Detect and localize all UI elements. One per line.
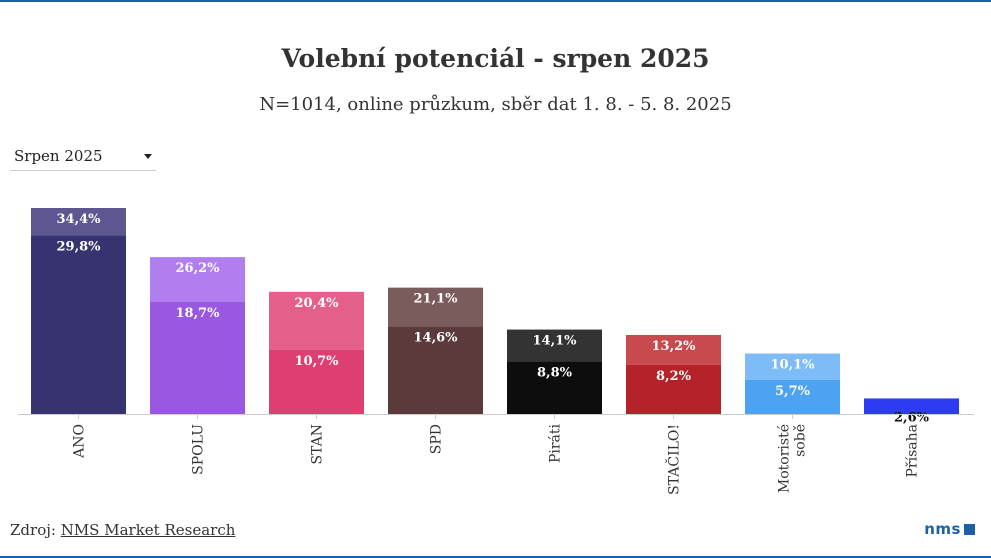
source-prefix: Zdroj: [10, 521, 61, 539]
source-note: Zdroj: NMS Market Research [10, 521, 235, 539]
category-label: ANO [72, 424, 88, 459]
source-link[interactable]: NMS Market Research [60, 521, 236, 539]
category-label: STAČILO! [665, 424, 683, 495]
category-label: Přísaha [905, 424, 921, 477]
category-label: SPOLU [191, 424, 207, 475]
bar-core [626, 364, 721, 414]
data-label-core: 18,7% [175, 306, 220, 321]
data-label-potential: 13,2% [651, 339, 696, 354]
bar-potential [507, 329, 602, 362]
bar-core [507, 361, 602, 414]
data-label-core: 5,7% [775, 384, 811, 399]
category-label: Motoristésobě [777, 424, 809, 493]
data-label-potential: 10,1% [770, 358, 815, 373]
period-dropdown[interactable]: Srpen 2025 [10, 142, 156, 171]
bar-core [31, 235, 126, 414]
category-label: Piráti [548, 423, 564, 463]
bar-potential [626, 334, 721, 365]
chart-subtitle: N=1014, online průzkum, sběr dat 1. 8. -… [259, 94, 732, 115]
category-label: SPD [429, 424, 445, 454]
data-label-potential: 21,1% [413, 292, 458, 307]
data-label-potential: 20,4% [294, 296, 339, 311]
category-label: STAN [310, 424, 326, 465]
data-label-core: 29,8% [56, 240, 101, 255]
bar-potential [388, 287, 483, 327]
bar-core [388, 326, 483, 414]
data-label-core: 14,6% [413, 331, 458, 346]
chart-title: Volební potenciál - srpen 2025 [281, 44, 710, 73]
data-label-core: 8,2% [656, 369, 692, 384]
bar-potential [150, 257, 245, 303]
bar-potential [269, 291, 364, 350]
data-label-core: 10,7% [294, 354, 339, 369]
bar-core [269, 349, 364, 414]
bar-potential [31, 208, 126, 236]
period-dropdown-value: Srpen 2025 [14, 147, 103, 165]
nms-logo: nms [924, 520, 975, 538]
bar-core [745, 379, 840, 414]
data-label-potential: 26,2% [175, 261, 220, 276]
data-label-potential: 14,1% [532, 334, 577, 349]
bar-core [150, 302, 245, 414]
logo-text: nms [924, 520, 961, 538]
bar-core [864, 398, 959, 414]
bar-chart: 34,4% 29,8% ANO 26,2% 18,7% SPOLU 20,4% 10,7% ST… [18, 208, 974, 495]
data-label-potential: 34,4% [56, 212, 101, 227]
chevron-down-icon [144, 154, 152, 159]
logo-square-icon [964, 523, 975, 535]
bar-potential [745, 353, 840, 380]
data-label-core: 8,8% [537, 365, 573, 380]
